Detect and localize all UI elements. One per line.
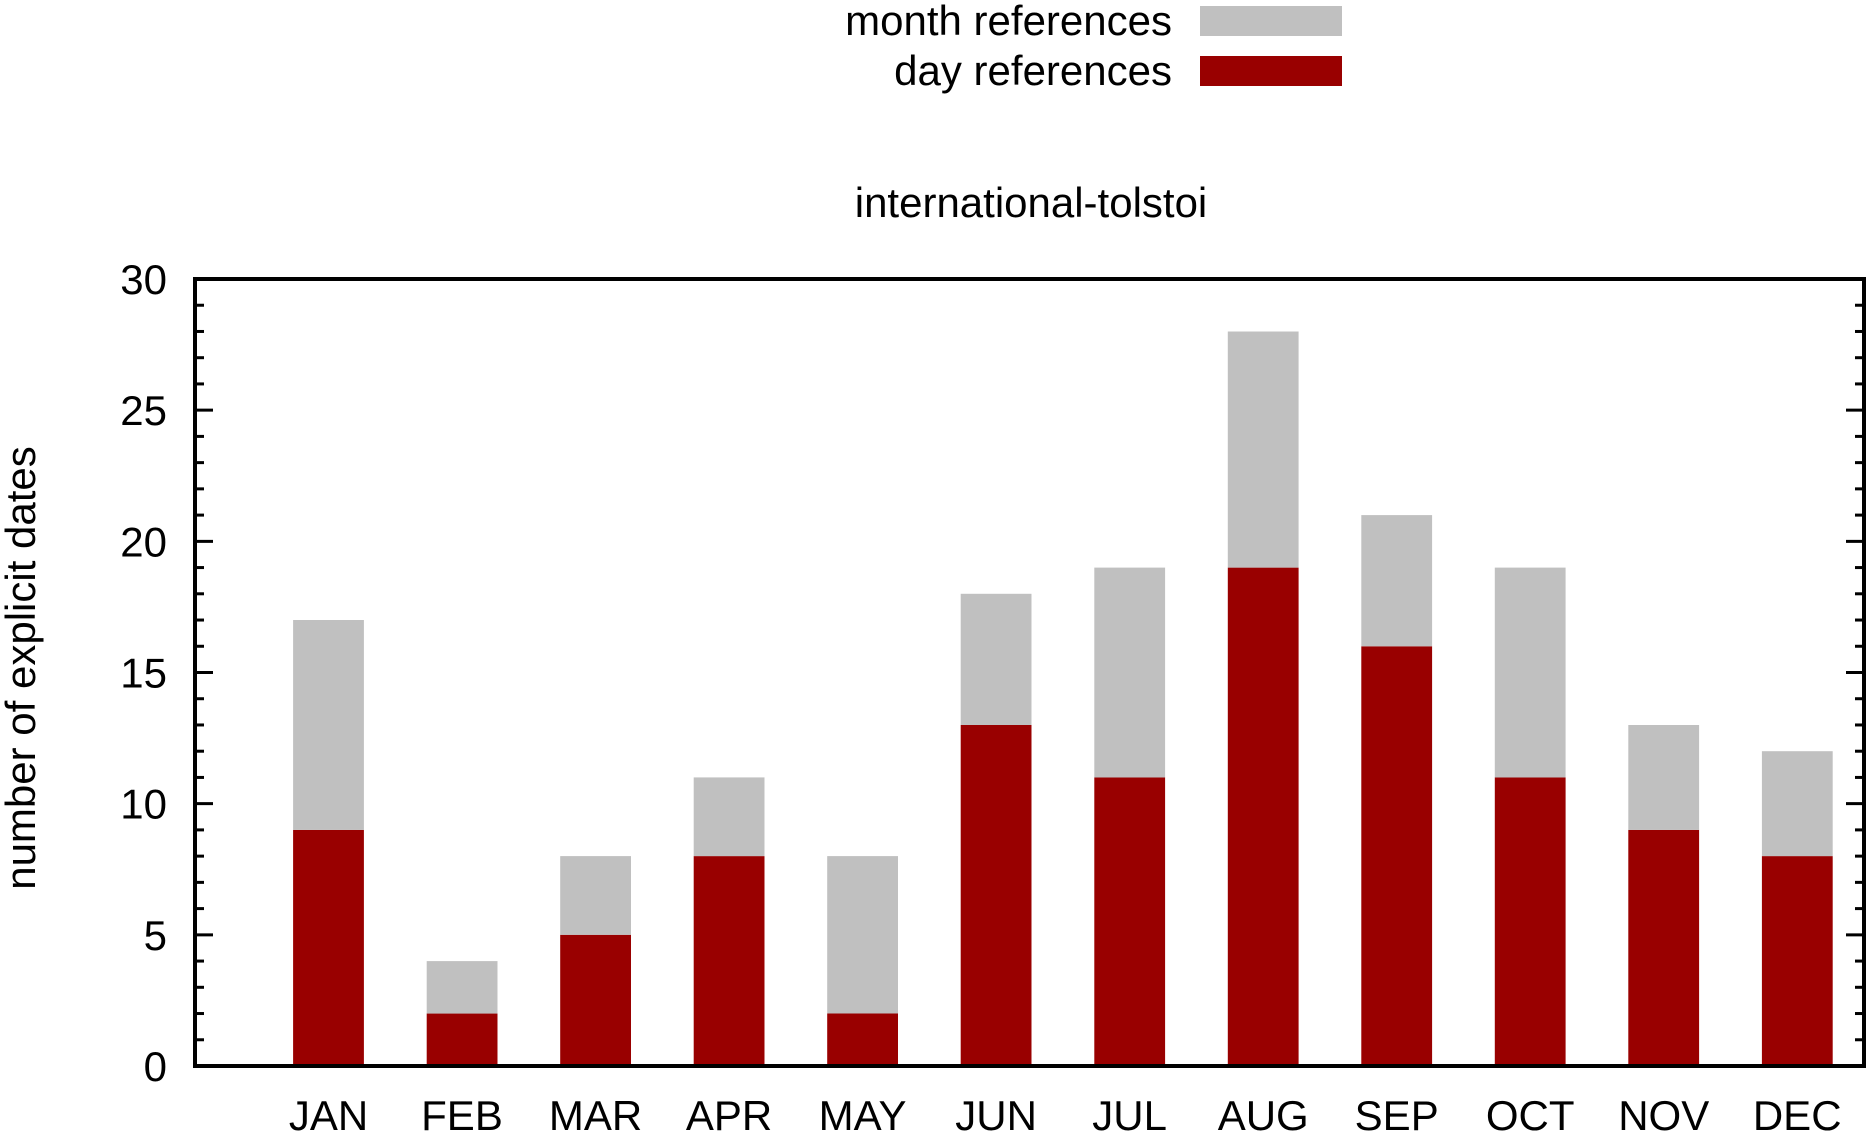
x-tick-label: DEC [1753,1092,1842,1137]
legend-swatch [1200,56,1342,86]
plot-frame [193,277,1866,1068]
y-tick-label: 5 [144,912,167,959]
bar-month-jul [1094,567,1166,778]
x-tick-label: APR [686,1092,772,1137]
x-tick-label: OCT [1486,1092,1575,1137]
bar-month-apr [693,777,765,857]
bar-day-jul [1094,777,1166,1066]
x-tick-label: JUN [955,1092,1037,1137]
bar-month-sep [1361,515,1433,647]
x-tick-label: FEB [421,1092,503,1137]
x-tick-label: MAR [549,1092,642,1137]
bar-day-apr [693,856,765,1066]
x-tick-label: SEP [1355,1092,1439,1137]
x-axis: JAN FEB MAR APR MAY JUN JUL AUG SEP OCT NOV DEC [289,1092,1842,1137]
bar-month-feb [426,961,498,1014]
bar-day-oct [1494,777,1566,1066]
x-tick-label: NOV [1618,1092,1709,1137]
y-tick-label: 20 [120,518,167,565]
bar-day-dec [1761,856,1833,1066]
bar-month-nov [1628,725,1700,830]
y-axis: 0 5 10 15 20 25 30 [120,256,1864,1090]
bar-day-jan [293,829,364,1066]
y-tick-label: 25 [120,387,167,434]
legend-label: month references [845,0,1172,44]
x-tick-label: JAN [289,1092,368,1137]
y-tick-label: 0 [144,1043,167,1090]
bar-day-may [827,1013,898,1066]
y-tick-label: 15 [120,650,167,697]
bar-day-nov [1628,829,1700,1066]
bar-month-may [827,856,898,1014]
bar-month-aug [1227,331,1299,568]
bar-day-aug [1227,567,1299,1066]
legend-label: day references [894,47,1172,94]
chart-title: international-tolstoi [855,179,1208,226]
x-tick-label: MAY [819,1092,907,1137]
bar-month-jun [960,593,1032,725]
x-tick-label: AUG [1218,1092,1309,1137]
bar-day-feb [426,1013,498,1066]
bar-month-mar [560,856,631,935]
bar-month-oct [1494,567,1566,778]
y-tick-label: 30 [120,256,167,303]
bar-day-mar [560,934,631,1066]
bar-month-dec [1761,751,1833,857]
bar-month-jan [293,620,364,830]
x-tick-label: JUL [1092,1092,1167,1137]
bar-day-sep [1361,646,1433,1066]
legend-swatch [1200,6,1342,36]
bars [293,331,1833,1066]
y-axis-label: number of explicit dates [0,446,44,890]
y-tick-label: 10 [120,781,167,828]
bar-day-jun [960,725,1032,1066]
